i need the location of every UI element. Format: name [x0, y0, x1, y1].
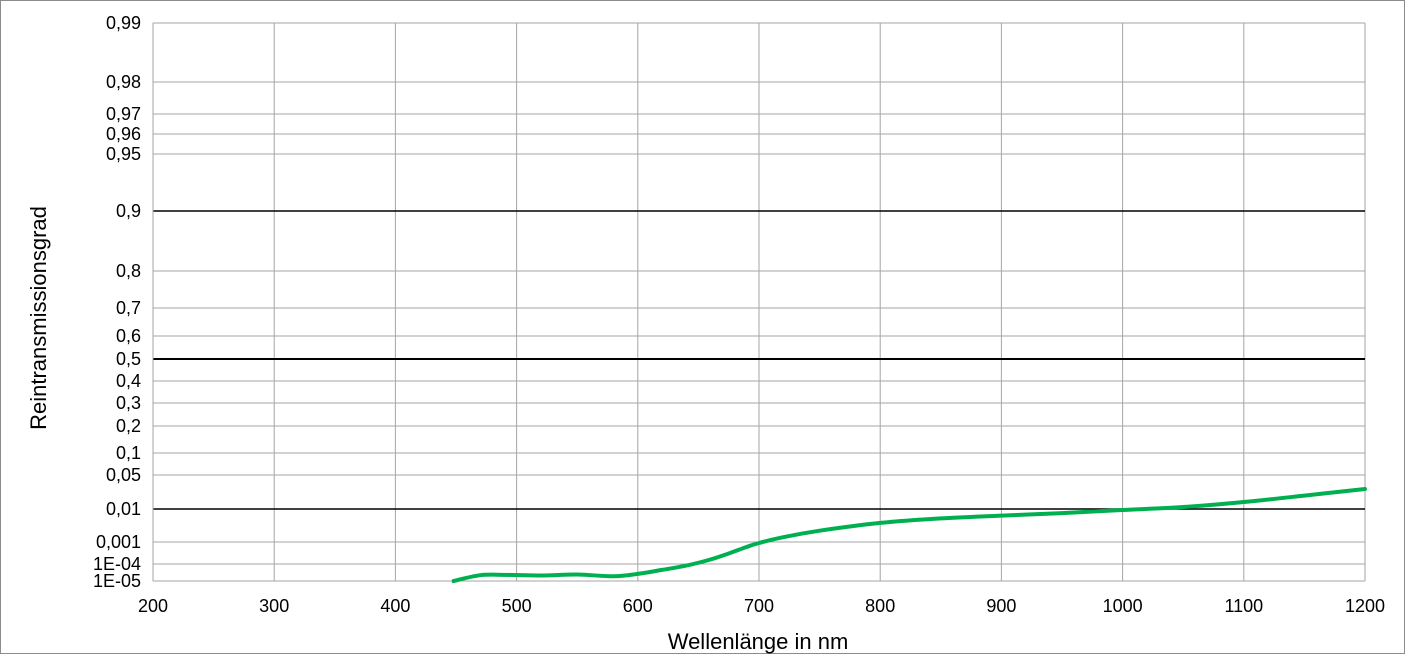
x-tick-label: 1000 [1103, 596, 1143, 616]
y-tick-label: 0,3 [116, 393, 141, 413]
x-tick-labels: 200 300 400 500 600 700 800 900 1000 1100 1200 [138, 596, 1385, 616]
x-tick-label: 200 [138, 596, 168, 616]
y-tick-labels: 0,990,980,970,960,950,90,80,70,60,50,40,… [93, 13, 141, 591]
y-tick-label: 0,7 [116, 298, 141, 318]
y-tick-label: 0,97 [106, 104, 141, 124]
y-tick-label: 0,5 [116, 349, 141, 369]
y-tick-label: 0,99 [106, 13, 141, 33]
y-tick-label: 0,95 [106, 144, 141, 164]
plot-border [152, 23, 1365, 582]
x-axis-title: Wellenlänge in nm [668, 629, 849, 654]
y-tick-label: 0,05 [106, 465, 141, 485]
x-tick-label: 600 [623, 596, 653, 616]
y-tick-label: 0,4 [116, 371, 141, 391]
y-axis-title: Reintransmissionsgrad [26, 206, 51, 430]
y-tick-label: 0,8 [116, 261, 141, 281]
x-tick-label: 800 [865, 596, 895, 616]
x-tick-label: 900 [986, 596, 1016, 616]
y-tick-label: 0,6 [116, 326, 141, 346]
y-tick-label: 1E-04 [93, 554, 141, 574]
y-tick-label: 0,98 [106, 72, 141, 92]
x-tick-label: 300 [259, 596, 289, 616]
x-tick-label: 1200 [1345, 596, 1385, 616]
series-line-0 [451, 487, 1367, 583]
y-tick-label: 1E-05 [93, 571, 141, 591]
y-tick-label: 0,2 [116, 416, 141, 436]
x-tick-label: 1100 [1224, 596, 1263, 616]
series-layer [451, 487, 1367, 583]
grid-lines [152, 22, 1366, 582]
x-tick-label: 500 [502, 596, 532, 616]
x-tick-label: 700 [744, 596, 774, 616]
y-tick-label: 0,01 [106, 499, 141, 519]
x-tick-label: 400 [380, 596, 410, 616]
y-tick-label: 0,1 [116, 443, 141, 463]
y-tick-label: 0,96 [106, 124, 141, 144]
y-tick-label: 0,001 [96, 532, 141, 552]
y-tick-label: 0,9 [116, 201, 141, 221]
